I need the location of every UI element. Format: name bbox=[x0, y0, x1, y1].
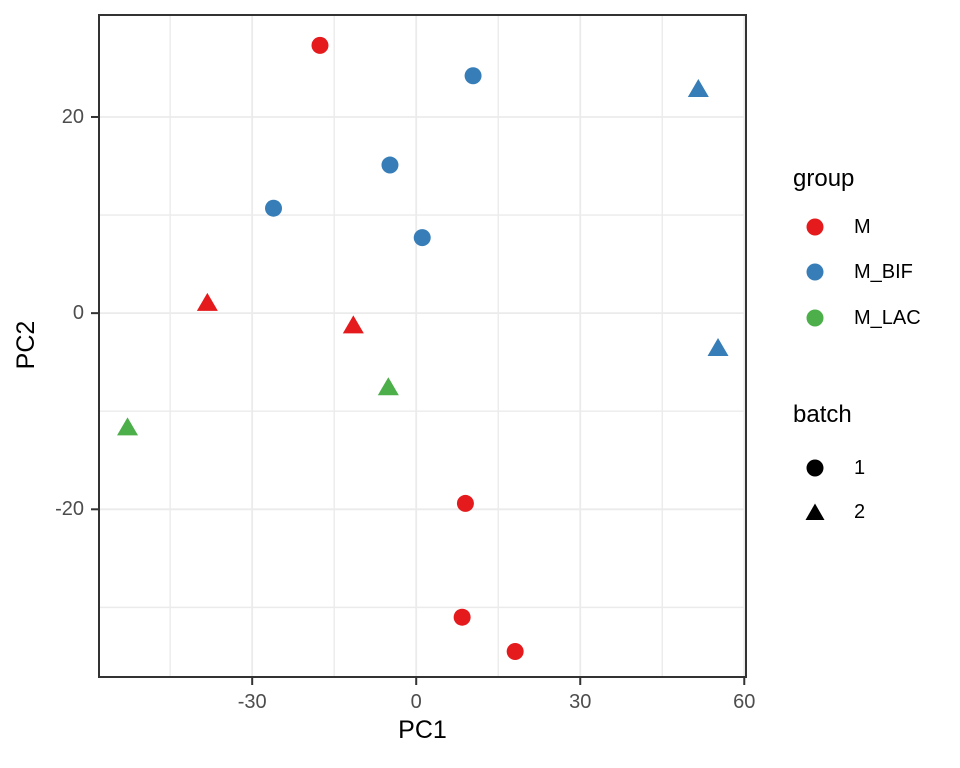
data-point-m-batch1 bbox=[453, 608, 471, 626]
legend-item-label: 2 bbox=[854, 500, 866, 523]
legend-key-circle-icon bbox=[806, 218, 824, 236]
legend-group-title: group bbox=[793, 165, 855, 192]
panel-border bbox=[98, 14, 747, 678]
legend-item-2: 2 bbox=[800, 497, 865, 527]
x-tick-label: 0 bbox=[410, 691, 422, 713]
x-tick-label: 60 bbox=[733, 691, 756, 713]
panel-background bbox=[98, 14, 747, 678]
legend-key-triangle-icon bbox=[805, 503, 825, 520]
legend-item-label: M_LAC bbox=[854, 306, 921, 329]
data-point-m-batch1 bbox=[456, 494, 474, 512]
data-point-m-batch1 bbox=[506, 643, 524, 661]
x-tick-label: -30 bbox=[237, 691, 267, 713]
legend-item-m: M bbox=[800, 212, 871, 242]
y-tick-label: 20 bbox=[61, 105, 84, 128]
data-point-m-batch1 bbox=[311, 36, 329, 54]
y-axis-title: PC2 bbox=[12, 320, 40, 370]
legend-item-1: 1 bbox=[800, 453, 865, 483]
data-point-m_bif-batch1 bbox=[381, 156, 399, 174]
data-point-m-batch2 bbox=[196, 292, 218, 311]
data-point-m_bif-batch2 bbox=[687, 79, 709, 98]
legend-key-circle-icon bbox=[806, 459, 824, 477]
data-point-m_bif-batch1 bbox=[265, 199, 283, 217]
legend-batch-title: batch bbox=[793, 401, 852, 428]
x-tick-label: 30 bbox=[569, 691, 592, 713]
data-point-m_bif-batch1 bbox=[413, 229, 431, 247]
legend-item-m_lac: M_LAC bbox=[800, 303, 921, 333]
legend-key-circle-icon bbox=[806, 309, 824, 327]
data-point-m_bif-batch1 bbox=[464, 67, 482, 85]
legend-item-label: M bbox=[854, 215, 871, 238]
data-point-m_bif-batch2 bbox=[707, 337, 729, 356]
legend-item-m_bif: M_BIF bbox=[800, 257, 913, 287]
legend-key-circle-icon bbox=[806, 263, 824, 281]
data-point-m-batch2 bbox=[342, 315, 364, 334]
y-tick-label: 0 bbox=[72, 302, 84, 325]
x-axis-title: PC1 bbox=[398, 716, 447, 744]
legend-item-label: M_BIF bbox=[854, 260, 913, 283]
plot-panel bbox=[91, 14, 747, 685]
data-point-m_lac-batch2 bbox=[377, 377, 399, 396]
legend-item-label: 1 bbox=[854, 456, 866, 479]
legend: group M M_BIF M_LAC batch 1 2 bbox=[780, 160, 960, 580]
y-tick-label: -20 bbox=[55, 498, 84, 521]
data-point-m_lac-batch2 bbox=[117, 417, 139, 436]
